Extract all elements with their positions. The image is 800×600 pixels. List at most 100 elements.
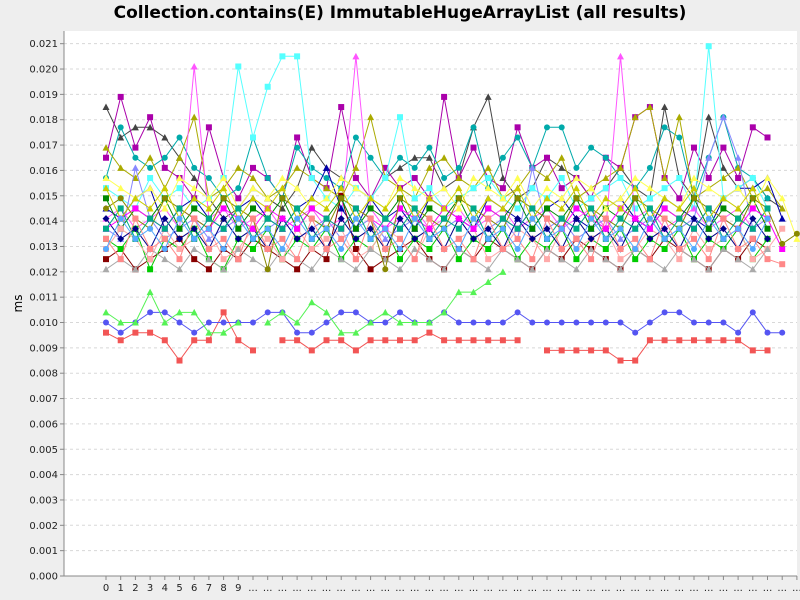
data-point — [499, 194, 507, 202]
data-point — [632, 215, 639, 222]
data-point — [397, 225, 403, 232]
data-point — [587, 235, 595, 243]
x-tick-label: 3 — [147, 583, 153, 594]
y-tick-label: 0.002 — [29, 521, 58, 532]
data-point — [382, 337, 389, 344]
data-point — [646, 195, 653, 202]
x-tick-label: ... — [763, 583, 773, 594]
data-point — [764, 184, 771, 192]
data-point — [102, 103, 110, 111]
data-point — [558, 124, 565, 131]
data-point — [102, 184, 110, 192]
data-point — [455, 164, 462, 171]
data-point — [131, 123, 139, 131]
series-line — [105, 248, 768, 270]
x-tick-label: 1 — [118, 583, 124, 594]
data-point — [425, 194, 433, 202]
data-point — [264, 175, 271, 182]
data-point — [764, 329, 771, 336]
x-tick-label: ... — [689, 583, 699, 594]
data-point — [279, 53, 286, 60]
data-point — [367, 154, 374, 161]
data-point — [161, 319, 169, 326]
y-tick-label: 0.015 — [29, 191, 58, 202]
data-point — [103, 195, 109, 202]
data-point — [719, 194, 727, 202]
data-point — [514, 134, 521, 141]
data-point — [779, 225, 786, 232]
data-point — [499, 185, 506, 192]
data-point — [632, 329, 639, 336]
data-point — [191, 215, 198, 222]
data-point — [132, 205, 139, 212]
data-point — [705, 337, 712, 344]
data-point — [617, 265, 624, 273]
series-2 — [102, 268, 507, 336]
data-point — [544, 256, 550, 263]
data-point — [147, 309, 154, 316]
data-point — [117, 225, 124, 232]
data-point — [705, 235, 713, 243]
data-point — [264, 246, 271, 252]
data-point — [352, 347, 359, 354]
data-point — [411, 245, 419, 252]
data-point — [544, 215, 550, 222]
data-point — [234, 319, 242, 326]
data-point — [191, 256, 198, 263]
data-point — [220, 309, 227, 316]
data-point — [514, 205, 521, 212]
data-point — [117, 205, 124, 212]
data-point — [484, 225, 492, 233]
data-point — [308, 347, 315, 354]
x-tick-label: 8 — [220, 583, 226, 594]
data-point — [411, 235, 419, 243]
data-point — [617, 246, 624, 252]
data-point — [308, 298, 316, 306]
data-point — [250, 246, 256, 252]
data-point — [234, 164, 242, 171]
data-point — [205, 175, 212, 182]
x-tick-label: ... — [630, 583, 640, 594]
data-point — [308, 215, 315, 222]
data-point — [131, 265, 139, 273]
data-point — [602, 225, 609, 232]
data-point — [103, 235, 109, 242]
data-point — [485, 235, 492, 242]
data-point — [117, 337, 124, 344]
data-point — [676, 256, 683, 263]
data-point — [441, 93, 448, 100]
data-point — [161, 235, 168, 242]
data-point — [455, 184, 463, 192]
data-point — [234, 245, 242, 252]
data-point — [440, 265, 448, 273]
data-point — [617, 204, 624, 212]
data-point — [455, 195, 462, 202]
data-point — [749, 309, 756, 316]
data-point — [352, 215, 359, 222]
data-point — [749, 235, 756, 242]
data-point — [558, 246, 565, 252]
data-point — [543, 184, 551, 192]
data-point — [205, 337, 212, 344]
data-point — [191, 329, 198, 336]
data-point — [103, 256, 109, 263]
data-point — [676, 195, 683, 202]
data-point — [735, 329, 742, 336]
data-point — [396, 265, 404, 273]
data-point — [646, 337, 653, 344]
x-tick-label: ... — [292, 583, 302, 594]
data-point — [220, 174, 228, 182]
data-point — [691, 235, 697, 242]
data-point — [249, 174, 257, 182]
data-point — [764, 225, 771, 232]
data-point — [294, 144, 301, 151]
data-point — [205, 124, 212, 131]
data-point — [176, 174, 183, 182]
data-point — [191, 235, 198, 242]
data-point — [352, 309, 359, 316]
data-point — [338, 246, 345, 252]
data-point — [411, 205, 418, 212]
data-point — [470, 235, 477, 243]
data-point — [205, 225, 212, 232]
data-point — [779, 261, 786, 268]
